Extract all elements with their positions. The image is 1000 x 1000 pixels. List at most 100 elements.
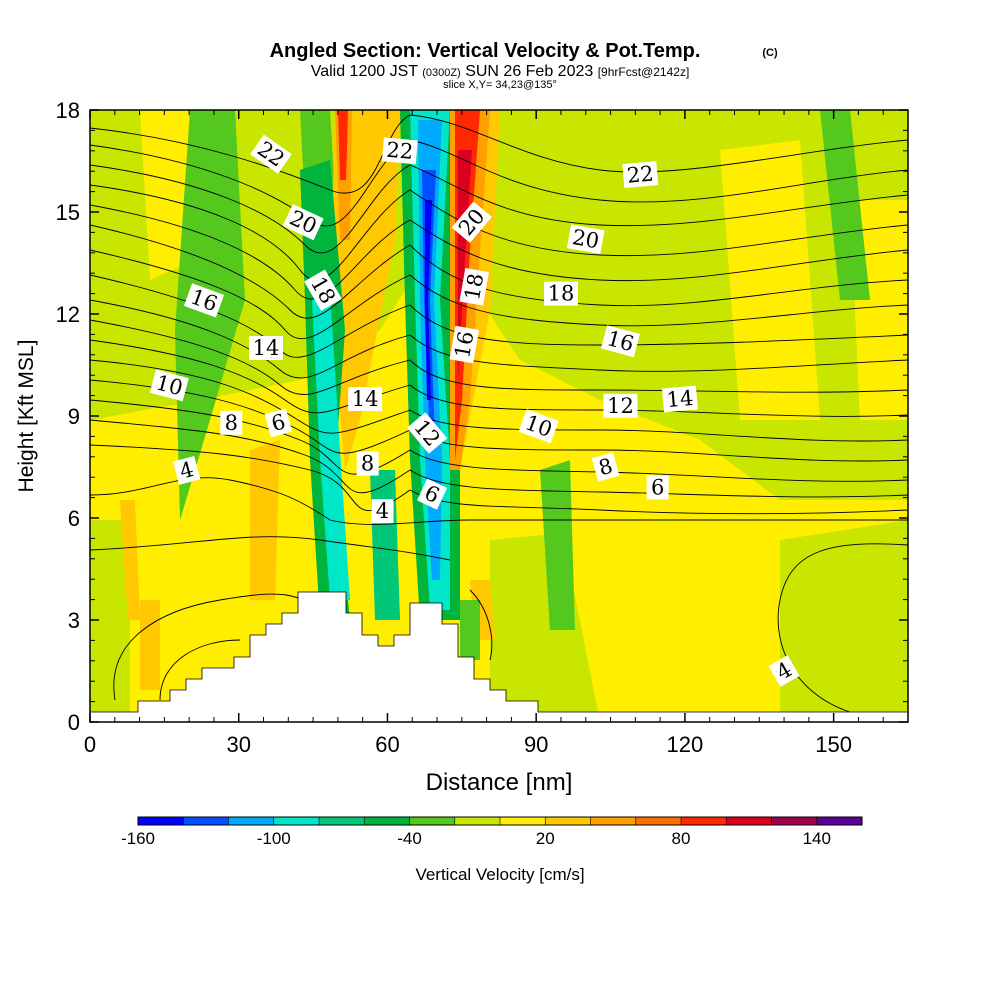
- x-tick-label: 0: [84, 732, 96, 757]
- contour-label-text: 8: [225, 411, 238, 435]
- contour-label: 16: [449, 325, 480, 364]
- x-tick-label: 120: [667, 732, 704, 757]
- contour-label-box: [264, 408, 293, 438]
- contour-label: 6: [264, 408, 293, 438]
- y-tick-label: 0: [68, 710, 80, 735]
- valid-time: Valid 1200 JST: [311, 63, 419, 80]
- contour-label-box: [356, 451, 379, 476]
- contour-label-box: [381, 137, 418, 165]
- contour-label-text: 4: [177, 457, 196, 484]
- contour-label: 6: [646, 475, 669, 500]
- contour-label: 8: [356, 451, 379, 476]
- contour-label: 6: [417, 478, 448, 510]
- contour-label-text: 8: [361, 452, 374, 476]
- orange-shade-2: [140, 600, 160, 690]
- colorbar-swatch: [635, 817, 682, 825]
- contour-label-box: [518, 409, 559, 444]
- contour-label-box: [600, 325, 640, 358]
- y-tick-label: 15: [56, 200, 80, 225]
- contour-label-box: [172, 455, 201, 485]
- chart-title: Angled Section: Vertical Velocity & Pot.…: [270, 40, 701, 62]
- theta-contour: [90, 224, 908, 319]
- contour-label-box: [248, 336, 283, 360]
- contour-label: 8: [591, 452, 620, 482]
- colorbar-swatch: [319, 817, 365, 825]
- colorbar-tick-label: -40: [397, 829, 422, 848]
- contour-label-box: [282, 204, 324, 241]
- contour-label-box: [566, 224, 605, 254]
- contour-label-text: 14: [253, 336, 280, 360]
- contour-label-text: 12: [607, 394, 634, 418]
- x-tick-label: 60: [375, 732, 399, 757]
- green-streak-3: [540, 460, 575, 630]
- teal-downdraft-band: [370, 470, 400, 620]
- x-axis-label: Distance [nm]: [426, 769, 573, 796]
- contour-label-box: [304, 269, 342, 311]
- colorbar: -160 -100 -40 20 80 140: [121, 816, 863, 848]
- contour-label-text: 14: [352, 387, 379, 411]
- theta-contour: [90, 274, 908, 358]
- slice-info: slice X,Y= 34,23@135°: [443, 79, 557, 91]
- contour-label: 18: [459, 267, 489, 306]
- contour-label-box: [622, 161, 659, 189]
- contour-label-box: [591, 452, 620, 482]
- contour-label: 16: [600, 325, 640, 358]
- terrain: [89, 591, 909, 723]
- contour-label: 4: [768, 655, 800, 687]
- contour-label: 22: [381, 137, 418, 165]
- colorbar-tick-label: 20: [536, 829, 555, 848]
- contour-label-box: [449, 325, 480, 364]
- x-axis: 0 30 60 90 120 150: [84, 110, 884, 757]
- y-tick-label: 9: [68, 404, 80, 429]
- colorbar-tick-label: 140: [803, 829, 831, 848]
- y-axis: 0 3 6 9 12 15 18: [56, 98, 908, 735]
- orange-shade-3: [250, 440, 280, 600]
- green-streak-4: [820, 110, 870, 300]
- colorbar-tick-label: 80: [672, 829, 691, 848]
- x-tick-label: 150: [815, 732, 852, 757]
- contour-label: 14: [248, 336, 283, 360]
- colorbar-swatch: [771, 817, 818, 825]
- contour-label-box: [661, 385, 698, 413]
- contour-label: 20: [566, 224, 605, 254]
- colorbar-swatch: [726, 817, 772, 825]
- contour-label: 18: [543, 281, 578, 306]
- theta-contour: [90, 249, 908, 340]
- contour-label-box: [371, 499, 394, 524]
- contour-label: 4: [172, 455, 201, 485]
- colorbar-swatch: [183, 817, 229, 825]
- colorbar-swatch: [545, 817, 591, 825]
- valid-date: SUN 26 Feb 2023: [465, 63, 593, 80]
- contour-label-box: [543, 281, 578, 306]
- theta-contour: [90, 204, 908, 300]
- colorbar-swatch: [273, 817, 320, 825]
- contour-label: 4: [371, 499, 394, 524]
- colorbar-swatch: [681, 817, 727, 825]
- theta-contour: [777, 543, 908, 716]
- theta-contour: [90, 444, 908, 515]
- contour-label-text: 20: [571, 225, 601, 253]
- forecast-info: [9hrFcst@2142z]: [598, 65, 690, 79]
- contour-label: 14: [661, 385, 698, 413]
- contour-label-text: 4: [376, 499, 389, 523]
- y-tick-label: 3: [68, 608, 80, 633]
- contour-label-box: [646, 475, 669, 500]
- contour-label-text: 6: [269, 409, 288, 436]
- potential-temperature-contours: [90, 114, 908, 716]
- theta-contour: [90, 299, 908, 379]
- yellow-patch-lower-mid: [560, 520, 700, 722]
- darkblue-core-band: [425, 200, 432, 400]
- y-axis-label: Height [Kft MSL]: [15, 340, 38, 493]
- colorbar-swatch: [816, 817, 863, 825]
- contour-label-text: 6: [651, 475, 664, 499]
- contour-label-box: [451, 201, 492, 243]
- x-tick-label: 90: [524, 732, 548, 757]
- contour-label-text: 14: [666, 386, 695, 412]
- colorbar-label: Vertical Velocity [cm/s]: [415, 865, 584, 884]
- colorbar-tick-label: -160: [121, 829, 155, 848]
- contour-label: 22: [622, 161, 659, 189]
- red-left-band: [338, 110, 348, 180]
- theta-contour: [469, 589, 493, 661]
- contour-label-box: [459, 267, 489, 306]
